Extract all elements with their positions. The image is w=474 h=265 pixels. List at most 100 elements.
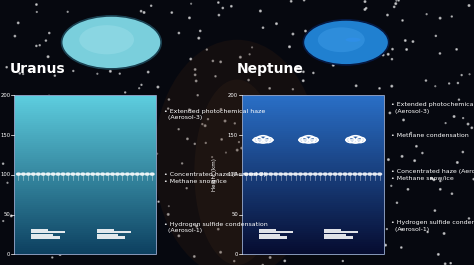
Point	[121, 90, 129, 95]
Point	[175, 31, 182, 35]
Bar	[14, 198, 156, 201]
Text: 200: 200	[0, 93, 10, 98]
Point	[330, 95, 338, 99]
Circle shape	[106, 173, 109, 175]
Point	[246, 52, 254, 56]
Point	[14, 21, 22, 25]
Point	[266, 255, 274, 260]
Point	[329, 63, 337, 67]
Point	[259, 26, 267, 30]
Circle shape	[353, 173, 357, 175]
Point	[440, 231, 448, 236]
Text: • Hydrogen sulfide condensation
  (Aerosol-1): • Hydrogen sulfide condensation (Aerosol…	[391, 220, 474, 232]
Bar	[14, 192, 156, 195]
Point	[93, 28, 100, 32]
Point	[264, 198, 272, 202]
Text: • Hydrogen sulfide condensation
  (Aerosol-1): • Hydrogen sulfide condensation (Aerosol…	[164, 222, 267, 233]
Point	[168, 10, 175, 15]
Point	[86, 239, 94, 244]
Point	[400, 118, 407, 122]
Point	[11, 34, 18, 38]
Point	[116, 224, 123, 228]
Bar	[242, 165, 384, 167]
Point	[301, 29, 309, 33]
Circle shape	[309, 173, 312, 175]
Point	[135, 175, 143, 179]
Point	[245, 222, 253, 226]
Circle shape	[41, 173, 45, 175]
Point	[335, 39, 343, 43]
Point	[37, 134, 45, 138]
Circle shape	[76, 173, 80, 175]
Point	[301, 0, 308, 2]
Bar	[242, 133, 384, 135]
Bar	[242, 208, 384, 211]
Point	[3, 65, 10, 69]
Bar	[242, 222, 384, 225]
Text: 100: 100	[228, 173, 238, 177]
Circle shape	[27, 173, 30, 175]
Bar	[242, 139, 384, 141]
Bar	[242, 252, 384, 254]
Point	[242, 219, 249, 223]
Point	[108, 50, 115, 55]
Point	[135, 42, 143, 46]
Point	[300, 79, 307, 83]
Bar	[31, 229, 48, 231]
Bar	[242, 143, 384, 145]
Point	[431, 209, 439, 213]
Bar	[259, 229, 276, 231]
Point	[437, 16, 444, 20]
Point	[69, 249, 77, 253]
Point	[138, 236, 146, 241]
Circle shape	[259, 173, 263, 175]
Point	[141, 128, 149, 132]
Point	[209, 155, 216, 159]
Point	[442, 121, 449, 125]
Point	[72, 114, 80, 118]
Text: Height (km): Height (km)	[212, 158, 217, 191]
Point	[454, 160, 461, 165]
Point	[323, 229, 331, 233]
Point	[22, 205, 30, 209]
Circle shape	[333, 173, 337, 175]
Bar	[242, 109, 384, 111]
Bar	[242, 210, 384, 213]
Point	[201, 123, 209, 128]
Bar	[242, 183, 384, 185]
Circle shape	[101, 173, 105, 175]
Point	[41, 189, 48, 194]
Bar	[242, 250, 384, 252]
Point	[379, 151, 386, 156]
Bar	[14, 189, 156, 191]
Bar	[14, 127, 156, 129]
Point	[135, 150, 142, 154]
Bar	[242, 141, 384, 143]
Point	[50, 179, 58, 183]
Bar	[14, 205, 156, 207]
Bar	[14, 240, 156, 242]
Point	[458, 73, 465, 77]
Point	[339, 158, 347, 162]
Point	[383, 13, 391, 17]
Bar	[14, 183, 156, 185]
Point	[219, 6, 227, 10]
Circle shape	[269, 173, 273, 175]
Circle shape	[254, 173, 258, 175]
Point	[255, 191, 262, 196]
Point	[175, 234, 182, 238]
Point	[241, 173, 248, 177]
Text: • Extended photochemical haze
  (Aerosol-3): • Extended photochemical haze (Aerosol-3…	[164, 109, 265, 120]
Bar	[324, 231, 358, 233]
Point	[49, 201, 57, 205]
Circle shape	[140, 173, 144, 175]
Bar	[14, 236, 156, 238]
Bar	[242, 99, 384, 101]
Bar	[14, 139, 156, 141]
Bar	[14, 210, 156, 213]
Bar	[242, 197, 384, 199]
Bar	[14, 206, 156, 209]
Circle shape	[46, 173, 50, 175]
Bar	[242, 117, 384, 119]
Point	[398, 154, 406, 158]
